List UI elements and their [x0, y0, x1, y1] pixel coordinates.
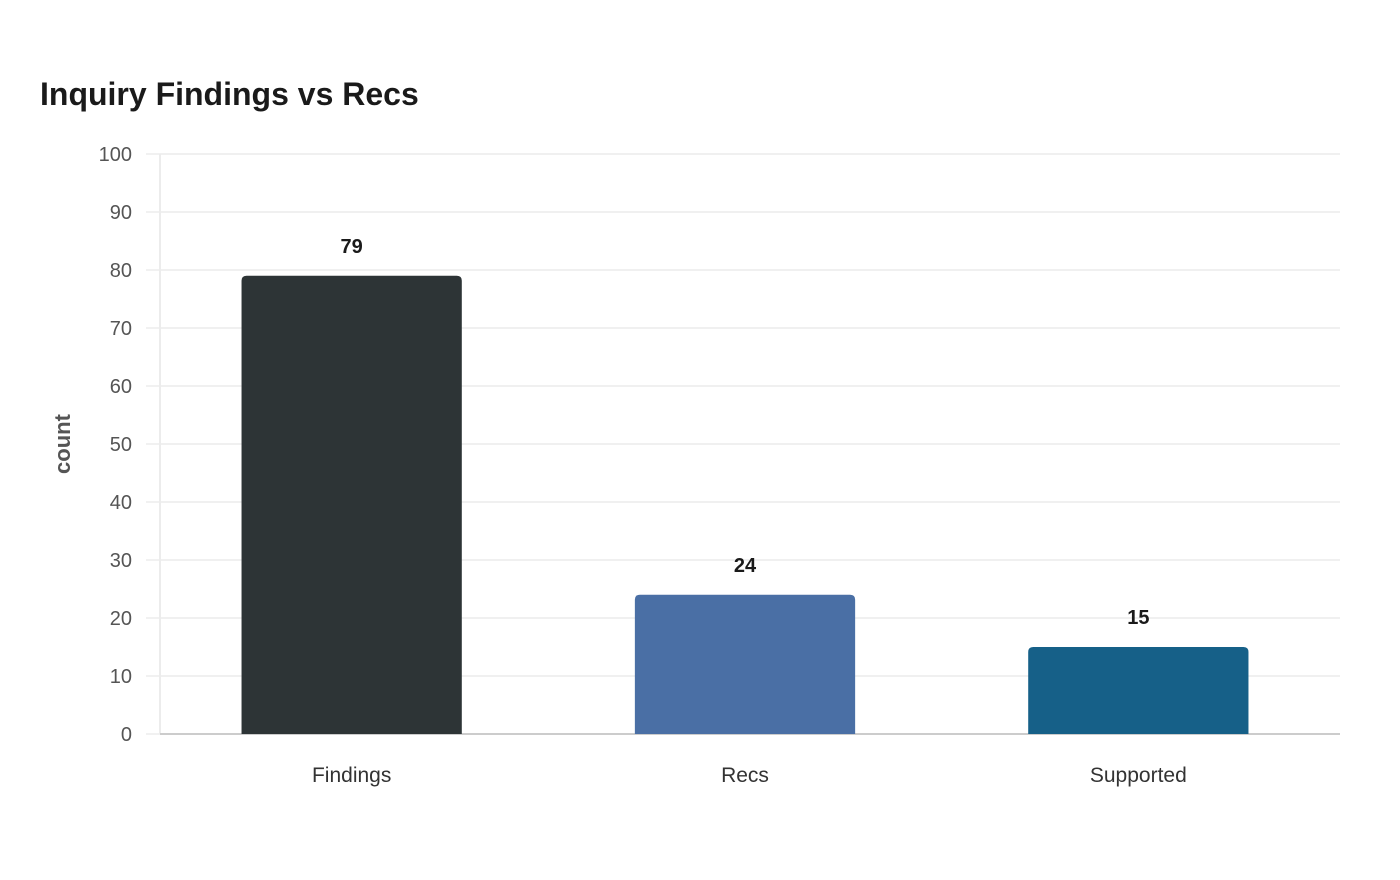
data-label-recs: 24: [734, 555, 757, 577]
y-tick-label: 0: [121, 724, 132, 746]
y-tick-label: 20: [110, 608, 132, 630]
bar-recs: [634, 594, 856, 734]
bars: [241, 275, 1249, 734]
x-tick-label-supported: Supported: [1090, 764, 1187, 787]
y-axis-title: count: [50, 413, 75, 474]
y-tick-label: 10: [110, 666, 132, 688]
y-tick-label: 40: [110, 492, 132, 514]
labels: 79 Findings 24 Recs 15 Supported: [312, 236, 1187, 787]
x-tick-label-recs: Recs: [721, 764, 769, 787]
x-tick-label-findings: Findings: [312, 764, 391, 787]
y-tick-label: 60: [110, 376, 132, 398]
y-tick-label: 50: [110, 434, 132, 456]
bar-findings: [241, 275, 462, 734]
chart-title: Inquiry Findings vs Recs: [40, 76, 419, 112]
y-tick-label: 90: [110, 202, 132, 224]
y-tick-label: 100: [99, 144, 132, 166]
y-tick-label: 30: [110, 550, 132, 572]
data-label-supported: 15: [1127, 607, 1149, 629]
data-label-findings: 79: [341, 236, 363, 258]
y-tick-label: 80: [110, 260, 132, 282]
bar-supported: [1028, 647, 1249, 734]
y-tick-label: 70: [110, 318, 132, 340]
